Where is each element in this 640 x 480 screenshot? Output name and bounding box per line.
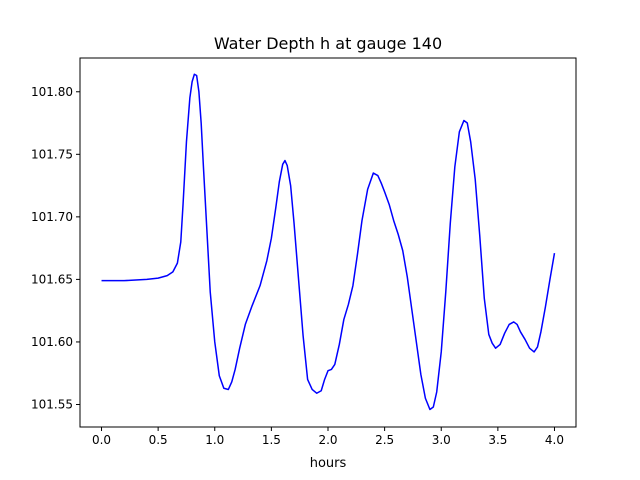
x-tick-label: 3.0 (432, 433, 451, 447)
y-tick-label: 101.80 (31, 85, 73, 99)
x-tick-label: 1.5 (262, 433, 281, 447)
y-tick-label: 101.70 (31, 210, 73, 224)
y-axis: 101.55 101.60 101.65 101.70 101.75 101.80 (31, 85, 80, 411)
y-tick-label: 101.65 (31, 272, 73, 286)
chart-title: Water Depth h at gauge 140 (214, 34, 442, 53)
y-tick-label: 101.75 (31, 147, 73, 161)
x-tick-label: 1.0 (205, 433, 224, 447)
y-tick-label: 101.55 (31, 397, 73, 411)
plot-area (101, 73, 556, 411)
x-tick-label: 0.0 (92, 433, 111, 447)
y-tick-label: 101.60 (31, 335, 73, 349)
x-axis-label: hours (310, 456, 347, 471)
x-tick-label: 2.0 (318, 433, 337, 447)
x-tick-label: 4.0 (545, 433, 564, 447)
x-tick-label: 0.5 (149, 433, 168, 447)
x-tick-label: 3.5 (488, 433, 507, 447)
x-axis: 0.0 0.5 1.0 1.5 2.0 2.5 3.0 3.5 4.0 (92, 427, 564, 447)
series-line-0 (101, 73, 556, 411)
x-tick-label: 2.5 (375, 433, 394, 447)
